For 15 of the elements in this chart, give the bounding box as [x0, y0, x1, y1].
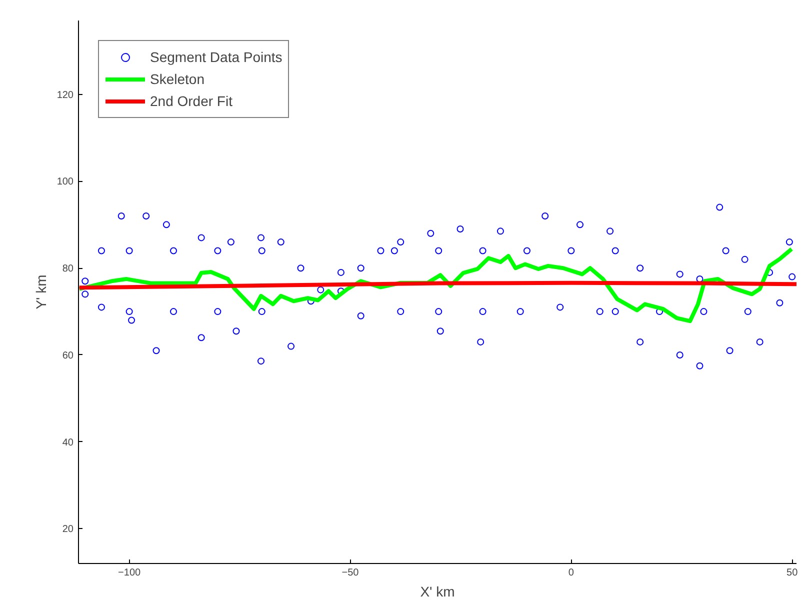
y-tick-label: 20 [62, 524, 74, 536]
x-tick-label: 0 [568, 568, 574, 578]
legend-label: Segment Data Points [150, 49, 282, 65]
y-tick-label: 80 [62, 264, 74, 275]
x-axis-title: X' km [420, 584, 455, 600]
y-tick-label: 100 [56, 176, 74, 188]
x-tick-label: −100 [118, 568, 142, 578]
y-tick-label: 120 [56, 90, 74, 101]
y-tick-label: 60 [62, 350, 74, 362]
legend-label: 2nd Order Fit [150, 93, 232, 109]
x-tick-label: 50 [786, 568, 798, 578]
y-tick-label: 40 [62, 437, 74, 448]
y-axis-title: Y' km [32, 274, 49, 310]
legend-label: Skeleton [150, 71, 204, 87]
x-tick-label: −50 [342, 568, 360, 578]
